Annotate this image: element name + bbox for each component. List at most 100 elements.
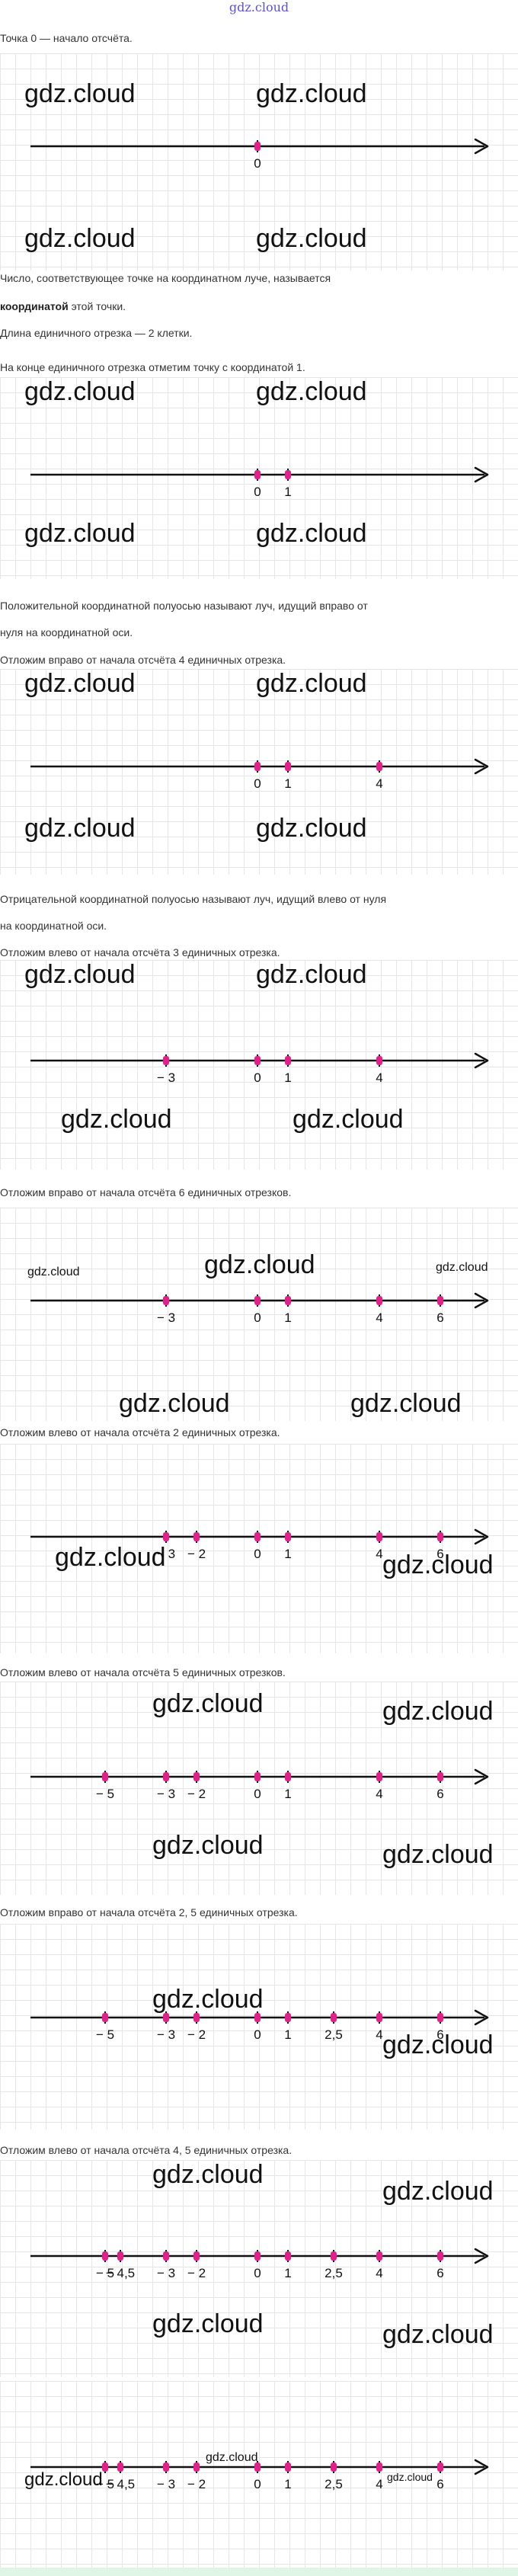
tick-label: 1 — [284, 776, 291, 791]
point-marker — [437, 2013, 443, 2022]
point-marker — [163, 1056, 169, 1065]
point-marker — [102, 2251, 108, 2261]
text-positive-halfaxis: Положительной координатной полуосью назы… — [0, 600, 368, 612]
axis-arrow — [474, 138, 489, 155]
tick-label: 0 — [254, 156, 261, 171]
point-marker — [285, 2013, 291, 2022]
watermark: gdz.cloud — [382, 2030, 494, 2059]
point-marker — [437, 2251, 443, 2261]
number-line-panel: − 5 − 3 − 2 0 1 2,5 4 6 gdz.cloud gdz.cloud — [0, 1924, 518, 2130]
watermark: gdz.cloud — [436, 1261, 488, 1274]
point-marker — [376, 1532, 382, 1541]
tick-label: − 2 — [187, 2477, 206, 2491]
text-step: Отложим вправо от начала отсчёта 4 едини… — [0, 654, 286, 666]
watermark: gdz.cloud — [119, 1389, 230, 1418]
text-positive-halfaxis-2: нуля на координатной оси. — [0, 626, 133, 638]
tick-label: 0 — [254, 485, 261, 499]
point-marker — [285, 2251, 291, 2261]
number-line: 0 — [30, 138, 489, 171]
point-marker — [437, 1772, 443, 1781]
number-line: − 5 − 3 − 2 0 1 4 6 — [30, 1768, 489, 1801]
tick-label: − 3 — [157, 1310, 175, 1325]
point-marker — [331, 2462, 337, 2472]
point-marker — [193, 1772, 200, 1781]
watermark: gdz.cloud — [24, 79, 136, 108]
tick-label: − 4,5 — [106, 2266, 135, 2280]
watermark: gdz.cloud — [27, 1266, 80, 1278]
watermark: gdz.cloud — [24, 960, 136, 989]
point-marker — [285, 2462, 291, 2472]
tick-label: 4 — [376, 1310, 382, 1325]
point-marker — [285, 1056, 291, 1065]
point-marker — [376, 762, 382, 771]
tick-label: − 5 — [96, 2477, 114, 2491]
point-marker — [163, 2251, 169, 2261]
point-marker — [254, 2013, 261, 2022]
tick-label: 2,5 — [325, 2477, 343, 2491]
number-line: − 3 − 2 0 1 4 6 — [30, 1528, 489, 1561]
watermark: gdz.cloud — [382, 2177, 494, 2206]
point-marker — [163, 2462, 169, 2472]
tick-label: 1 — [284, 1547, 291, 1561]
point-marker — [254, 1772, 261, 1781]
point-marker — [163, 1296, 169, 1305]
tick-label: 1 — [284, 2477, 291, 2491]
number-line-panel: − 3 0 1 4 gdz.cloud gdz.cloud gdz.cloud gdz… — [0, 960, 518, 1170]
watermark: gdz.cloud — [206, 2451, 258, 2464]
text-step: Отложим вправо от начала отсчёта 6 едини… — [0, 1186, 292, 1198]
text-unit-length: Длина единичного отрезка — 2 клетки. — [0, 327, 193, 339]
tick-label: 0 — [254, 2477, 261, 2491]
point-marker — [376, 1296, 382, 1305]
watermark: gdz.cloud — [256, 79, 367, 108]
tick-label: − 3 — [157, 1547, 175, 1561]
point-marker — [193, 2251, 200, 2261]
point-marker — [254, 762, 261, 771]
axis-arrow — [474, 2459, 489, 2475]
watermark: gdz.cloud — [204, 1250, 315, 1279]
watermark: gdz.cloud — [24, 377, 136, 406]
axis-arrow — [474, 1052, 489, 1069]
point-marker — [254, 142, 261, 151]
watermark: gdz.cloud — [152, 1831, 264, 1860]
watermark: gdz.cloud — [55, 1543, 166, 1572]
watermark: gdz.cloud — [350, 1389, 462, 1418]
axis-arrow — [474, 2248, 489, 2264]
number-line-panel: − 5− 4,5 − 3 − 2 0 1 2,5 4 6 gdz.cloud gdz.clou… — [0, 2160, 518, 2377]
site-logo[interactable]: gdz.cloud — [229, 0, 289, 14]
point-marker — [376, 2462, 382, 2472]
tick-label: 1 — [284, 1070, 291, 1085]
axis-arrow — [474, 1528, 489, 1545]
watermark: gdz.cloud — [256, 960, 367, 989]
tick-label: 1 — [284, 2027, 291, 2042]
text-line: Число, соответствующее точке на координа… — [0, 272, 331, 284]
axis-arrow — [474, 466, 489, 483]
watermark: gdz.cloud — [256, 814, 367, 843]
text-coordinate-definition-2: координатой этой точки. — [0, 299, 518, 314]
number-line: − 3 0 1 4 6 — [30, 1292, 489, 1325]
tick-label: 1 — [284, 1310, 291, 1325]
axis-arrow — [474, 1292, 489, 1309]
watermark: gdz.cloud — [24, 519, 136, 548]
axis-arrow — [474, 2009, 489, 2026]
text-step: Отложим вправо от начала отсчёта 2, 5 ед… — [0, 1906, 298, 1918]
watermark: gdz.cloud — [382, 1550, 494, 1579]
watermark: gdz.cloud — [293, 1105, 404, 1134]
text-coordinate-definition: Число, соответствующее точке на координа… — [0, 270, 518, 286]
tick-label: 4 — [376, 2266, 382, 2280]
point-marker — [376, 1772, 382, 1781]
point-marker — [285, 470, 291, 479]
point-marker — [193, 1532, 200, 1541]
point-marker — [254, 2462, 261, 2472]
text-step: Отложим влево от начала отсчёта 2 единич… — [0, 1426, 280, 1438]
axis-arrow — [474, 1768, 489, 1785]
tick-label: 2,5 — [325, 2266, 343, 2280]
number-line-panel: − 3 − 2 0 1 4 6 gdz.cloud gdz.cloud — [0, 1444, 518, 1653]
watermark: gdz.cloud — [152, 2309, 264, 2338]
tick-label: − 2 — [187, 2027, 206, 2042]
watermark: gdz.cloud — [24, 669, 136, 698]
tick-label: 6 — [436, 2027, 443, 2042]
watermark: gdz.cloud — [382, 2320, 494, 2349]
number-line: − 5 − 3 − 2 0 1 2,5 4 6 — [30, 2009, 489, 2042]
